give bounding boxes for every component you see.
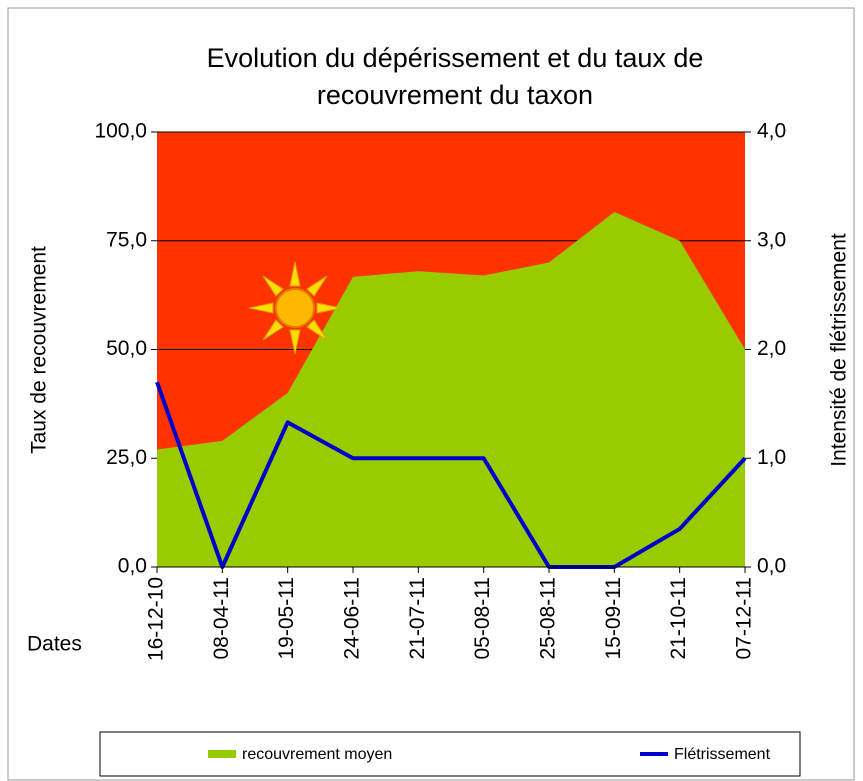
legend-label: recouvrement moyen <box>242 746 392 763</box>
y2-axis-label: Intensité de flétrissement <box>828 233 851 467</box>
y-axis-label: Taux de recouvrement <box>28 246 51 454</box>
y2-tick-label: 4,0 <box>757 120 786 143</box>
y2-tick-label: 3,0 <box>757 228 786 251</box>
sun-icon <box>248 261 342 355</box>
legend-label: Flétrissement <box>674 746 771 763</box>
y-tick-label: 50,0 <box>106 337 147 360</box>
chart-title: recouvrement du taxon <box>317 80 593 110</box>
x-tick-label: 24-06-11 <box>341 577 364 660</box>
line <box>155 381 747 569</box>
x-tick-label: 21-10-11 <box>667 577 690 660</box>
y-tick-label: 0,0 <box>118 555 147 578</box>
legend: recouvrement moyen Flétrissement <box>208 746 771 763</box>
legend-swatch <box>208 750 236 758</box>
chart-title: Evolution du dépérissement et du taux de <box>207 43 704 73</box>
x-tick-label: 05-08-11 <box>471 577 494 660</box>
plot-area <box>157 131 745 568</box>
x-tick-label: 08-04-11 <box>210 577 233 660</box>
x-tick-label: 07-12-11 <box>733 577 756 660</box>
x-tick-label: 19-05-11 <box>275 577 298 660</box>
x-tick-label: 25-08-11 <box>537 577 560 660</box>
x-tick-label: 16-12-10 <box>145 577 168 661</box>
y2-tick-label: 0,0 <box>757 555 786 578</box>
y2-tick-label: 2,0 <box>757 337 786 360</box>
x-tick-label: 15-09-11 <box>602 577 625 660</box>
y-tick-label: 75,0 <box>106 228 147 251</box>
x-axis-label: Dates <box>27 633 82 656</box>
y-tick-label: 25,0 <box>106 446 147 469</box>
area <box>157 212 745 568</box>
x-tick-label: 21-07-11 <box>406 577 429 660</box>
y-tick-label: 100,0 <box>94 120 147 143</box>
y2-tick-label: 1,0 <box>757 446 786 469</box>
